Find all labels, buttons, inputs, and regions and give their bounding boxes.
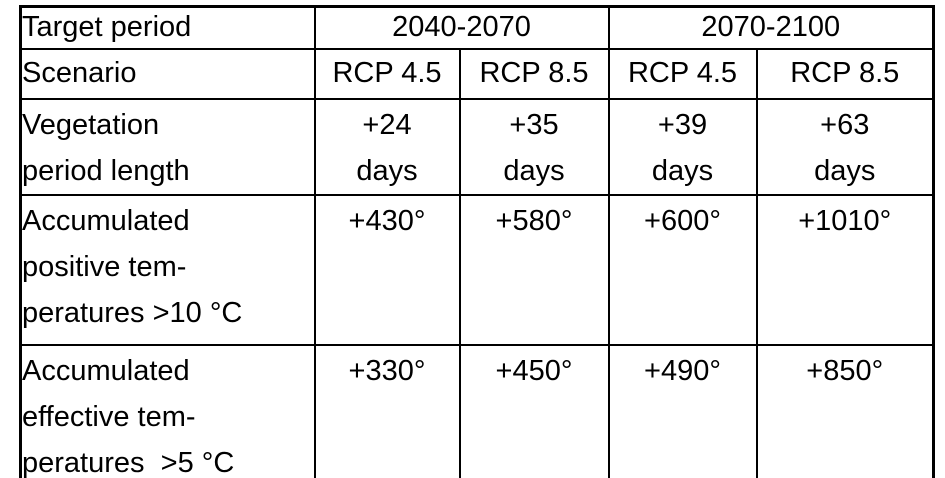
accumulated-positive-temperatures-row: Accumulated positive tem- peratures >10 … [19,193,935,346]
value-cell: +330° [313,343,461,478]
value-cell: +850° [755,343,935,478]
value-cell: +35 days [458,97,610,196]
scenario-row: Scenario RCP 4.5 RCP 8.5 RCP 4.5 RCP 8.5 [19,47,935,100]
vegetation-period-row: Vegetation period length +24 days +35 da… [19,97,935,196]
value-cell: +490° [607,343,758,478]
value-cell: +24 days [313,97,461,196]
row-label-cell: Vegetation period length [19,97,316,196]
scenario-cell-rcp45-near: RCP 4.5 [313,47,461,100]
value-cell: +430° [313,193,461,346]
row-label-cell: Accumulated effective tem- peratures >5 … [19,343,316,478]
value-cell: +63 days [755,97,935,196]
value-cell: +450° [458,343,610,478]
climate-projections-table: Target period 2040-2070 2070-2100 Scenar… [19,5,935,478]
period-header-2070-2100: 2070-2100 [607,5,935,50]
value-cell: +600° [607,193,758,346]
scenario-cell-rcp85-near: RCP 8.5 [458,47,610,100]
target-period-header-cell: Target period [19,5,316,50]
scenario-cell-rcp85-far: RCP 8.5 [755,47,935,100]
scenario-cell-rcp45-far: RCP 4.5 [607,47,758,100]
scenario-header-cell: Scenario [19,47,316,100]
accumulated-effective-temperatures-row: Accumulated effective tem- peratures >5 … [19,343,935,478]
value-cell: +580° [458,193,610,346]
value-cell: +39 days [607,97,758,196]
value-cell: +1010° [755,193,935,346]
target-period-row: Target period 2040-2070 2070-2100 [19,5,935,50]
row-label-cell: Accumulated positive tem- peratures >10 … [19,193,316,346]
period-header-2040-2070: 2040-2070 [313,5,610,50]
